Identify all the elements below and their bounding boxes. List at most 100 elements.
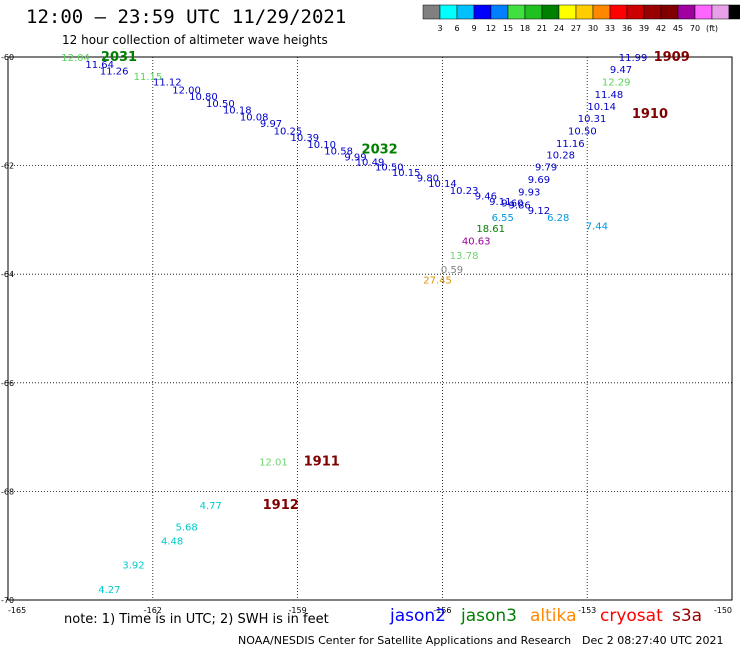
wave-height-reading: 10.08	[240, 113, 269, 124]
wave-height-reading: 9.69	[528, 175, 550, 186]
wave-height-reading: 9.97	[260, 119, 282, 130]
wave-height-reading: 3.92	[122, 561, 144, 572]
longitude-label: -162	[144, 606, 162, 615]
legend-tick-label: 21	[537, 24, 547, 33]
pass-number-label: 1911	[304, 455, 340, 470]
wave-height-reading: 12.04	[61, 53, 90, 64]
wave-height-reading: 18.61	[476, 224, 505, 235]
legend-tick-label: 42	[656, 24, 666, 33]
wave-height-reading: 10.23	[450, 186, 479, 197]
wave-height-reading: 10.31	[578, 114, 607, 125]
latitude-label: -60	[1, 53, 14, 62]
page-title: 12:00 – 23:59 UTC 11/29/2021	[26, 6, 347, 28]
wave-height-reading: 10.80	[189, 92, 218, 103]
latitude-label: -68	[1, 487, 14, 496]
longitude-label: -153	[578, 606, 596, 615]
latitude-label: -66	[1, 379, 14, 388]
wave-height-reading: 9.12	[528, 206, 550, 217]
wave-height-reading: 10.50	[375, 163, 404, 174]
wave-height-reading: 27.45	[423, 276, 452, 287]
wave-height-reading: 11.26	[100, 67, 129, 78]
wave-height-reading: 9.99	[344, 152, 366, 163]
wave-height-reading: 11.15	[134, 72, 163, 83]
legend-tick-label: 39	[639, 24, 649, 33]
wave-height-reading: 7.44	[586, 221, 608, 232]
pass-number-label: 1910	[632, 107, 668, 122]
footer-note: note: 1) Time is in UTC; 2) SWH is in fe…	[64, 612, 329, 627]
wave-height-reading: 10.28	[546, 151, 575, 162]
wave-height-reading: 9.60	[501, 199, 523, 210]
map-frame	[7, 56, 733, 601]
wave-height-reading: 40.63	[462, 237, 491, 248]
wave-height-reading: 6.55	[492, 213, 514, 224]
satellite-jason3-label: jason3	[461, 606, 517, 626]
wave-height-reading: 10.58	[324, 146, 353, 157]
wave-height-reading: 10.15	[392, 168, 421, 179]
legend-tick-label: 3	[437, 24, 442, 33]
satellite-altika-label: altika	[530, 606, 577, 626]
pass-number-label: 2032	[362, 142, 398, 157]
legend-tick-label: 45	[673, 24, 683, 33]
longitude-label: -150	[714, 606, 732, 615]
wave-height-reading: 10.39	[291, 133, 320, 144]
wave-height-reading: 11.64	[85, 60, 114, 71]
wave-height-reading: 9.79	[535, 163, 557, 174]
legend-tick-label: 70	[690, 24, 700, 33]
wave-height-reading: 9.80	[417, 174, 439, 185]
legend-tick-label: 36	[622, 24, 632, 33]
legend-tick-label: 18	[520, 24, 530, 33]
legend-tick-label: 12	[486, 24, 496, 33]
satellite-jason2-label: jason2	[390, 606, 446, 626]
legend-tick-label: 30	[588, 24, 598, 33]
wave-height-reading: 10.10	[307, 140, 336, 151]
wave-height-reading: 4.48	[161, 536, 183, 547]
legend-tick-label: (ft)	[706, 24, 718, 33]
legend-swatch	[728, 4, 740, 20]
wave-height-reading: 9.46	[475, 191, 497, 202]
satellite-cryosat-label: cryosat	[600, 606, 663, 626]
legend-tick-label: 6	[454, 24, 459, 33]
legend-tick-label: 9	[471, 24, 476, 33]
wave-height-reading: 11.99	[619, 53, 648, 64]
wave-height-reading: 4.27	[98, 585, 120, 596]
longitude-label: -156	[433, 606, 451, 615]
latitude-label: -64	[1, 270, 14, 279]
wave-height-reading: 10.14	[428, 179, 457, 190]
wave-height-reading: 9.11	[489, 197, 511, 208]
legend-tick-label: 27	[571, 24, 581, 33]
wave-height-reading: 11.48	[595, 90, 624, 101]
pass-number-label: 2031	[101, 50, 137, 65]
wave-height-reading: 10.50	[568, 126, 597, 137]
wave-height-reading: 9.86	[508, 201, 530, 212]
wave-height-reading: 10.49	[356, 157, 385, 168]
wave-height-reading: 11.12	[153, 77, 182, 88]
longitude-label: -165	[8, 606, 26, 615]
wave-height-reading: 10.18	[223, 106, 252, 117]
wave-height-reading: 0.59	[441, 265, 463, 276]
wave-height-reading: 10.14	[587, 102, 616, 113]
wave-height-reading: 11.16	[556, 139, 585, 150]
wave-height-reading: 9.47	[610, 65, 632, 76]
wave-height-reading: 10.50	[206, 99, 235, 110]
wave-height-reading: 12.01	[259, 458, 288, 469]
color-scale-legend: 3 6 9 12 15 18 21 24 27 30 33 36 39 42 45 70 (ft)	[422, 4, 740, 33]
legend-tick-label: 15	[503, 24, 513, 33]
latitude-label: -70	[1, 596, 14, 605]
pass-number-label: 1912	[263, 498, 299, 513]
satellite-s3a-label: s3a	[672, 606, 703, 626]
wave-height-map: -60 -62 -64 -66 -68 -70-165 -162 -159 -156 -153 -1…	[1, 50, 733, 615]
wave-height-reading: 12.00	[172, 86, 201, 97]
wave-height-reading: 10.25	[274, 126, 303, 137]
wave-height-reading: 9.93	[518, 188, 540, 199]
legend-tick-label: 24	[554, 24, 564, 33]
wave-height-reading: 6.28	[547, 213, 569, 224]
longitude-label: -159	[289, 606, 307, 615]
wave-height-reading: 5.68	[175, 523, 197, 534]
wave-height-reading: 12.29	[602, 77, 631, 88]
wave-height-reading: 13.78	[450, 251, 479, 262]
page-subtitle: 12 hour collection of altimeter wave hei…	[62, 33, 328, 47]
timestamp-text: Dec 2 08:27:40 UTC 2021	[582, 634, 724, 647]
credit-text: NOAA/NESDIS Center for Satellite Applica…	[238, 634, 572, 647]
pass-number-label: 1909	[654, 50, 690, 65]
